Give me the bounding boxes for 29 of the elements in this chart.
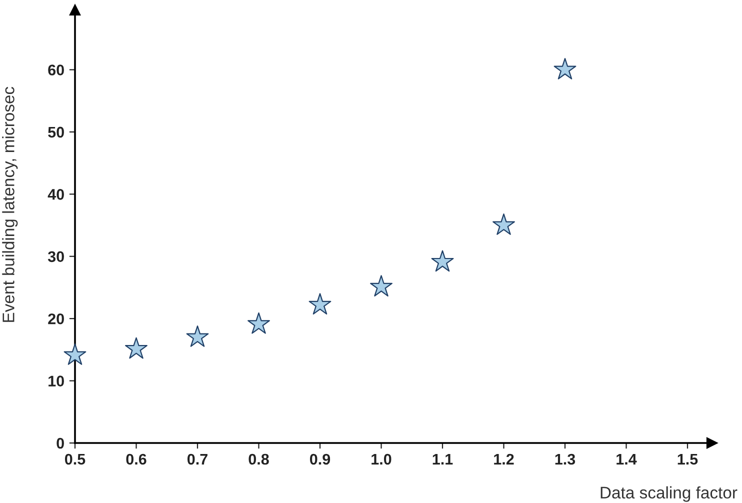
y-axis-title: Event building latency, microsec <box>2 86 18 322</box>
x-tick-label: 0.5 <box>64 454 86 465</box>
y-tick-label: 20 <box>48 313 64 324</box>
x-tick-label: 0.9 <box>310 454 330 465</box>
y-tick-label: 0 <box>56 438 64 449</box>
point <box>308 293 332 314</box>
x-tick-label: 1.4 <box>616 454 637 464</box>
x-tick-label: 1.3 <box>555 454 576 465</box>
point <box>431 250 454 272</box>
point <box>64 344 86 365</box>
y-tick-label: 40 <box>48 189 64 200</box>
y-tick-label: 10 <box>48 376 64 386</box>
y-tick-label: 30 <box>48 251 64 262</box>
point <box>370 275 392 296</box>
y-tick-label: 60 <box>48 64 64 76</box>
point <box>186 325 209 347</box>
x-axis-title: Data scaling factor <box>600 486 738 502</box>
x-tick-label: 1.1 <box>432 454 453 464</box>
x-tick-label: 0.7 <box>187 454 208 465</box>
x-tick-label: 0.6 <box>126 454 146 465</box>
point <box>492 214 515 235</box>
x-tick-label: 0.8 <box>248 454 269 465</box>
x-tick-label: 1.2 <box>494 454 514 464</box>
x-tick-label: 1.5 <box>678 454 698 465</box>
point <box>248 312 270 334</box>
x-tick-label: 1.0 <box>372 454 392 465</box>
y-tick-label: 50 <box>48 126 64 138</box>
point <box>554 58 576 80</box>
point <box>125 337 148 359</box>
